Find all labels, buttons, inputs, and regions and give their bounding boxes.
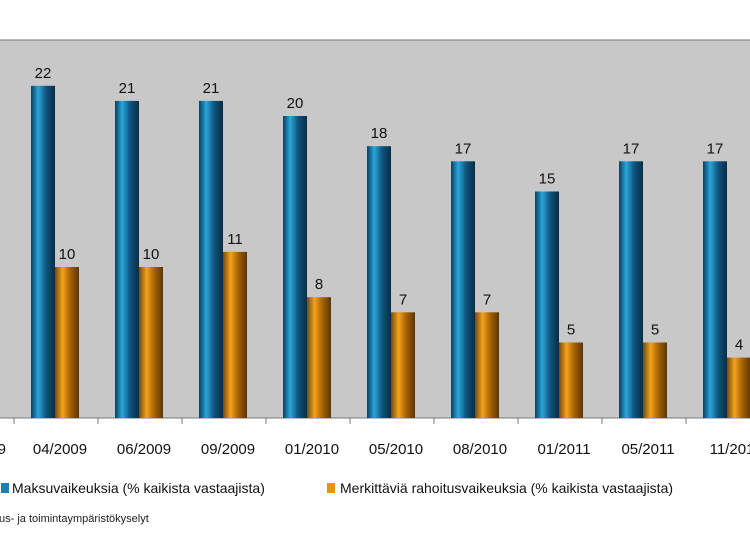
- legend-swatch: [1, 483, 9, 493]
- data-labels-group: 22 10 21 10 21 11 20 8 18 7 17 7 15 5 17 5 17 4: [35, 65, 744, 354]
- x-tick-label-clipped: 9: [0, 441, 6, 458]
- bar-maksuvaikeuksia-8: [703, 161, 727, 419]
- bar-rahoitusvaikeuksia-3: [307, 297, 331, 418]
- data-label: 7: [483, 291, 491, 308]
- data-label: 18: [371, 125, 388, 142]
- data-label: 17: [455, 140, 472, 157]
- data-label: 21: [203, 80, 220, 97]
- x-tick-label: 05/2011: [621, 441, 674, 458]
- bars-group: [31, 85, 750, 419]
- legend-label: Maksuvaikeuksia (% kaikista vastaajista): [12, 480, 265, 496]
- bar-rahoitusvaikeuksia-6: [559, 342, 583, 418]
- bar-rahoitusvaikeuksia-2: [223, 251, 247, 418]
- x-tick-label: 06/2009: [117, 441, 171, 458]
- bar-maksuvaikeuksia-3: [283, 116, 307, 418]
- bar-maksuvaikeuksia-1: [115, 100, 139, 419]
- data-label: 10: [143, 246, 160, 263]
- bar-rahoitusvaikeuksia-7: [643, 342, 667, 418]
- bar-maksuvaikeuksia-4: [367, 146, 391, 418]
- bar-maksuvaikeuksia-7: [619, 161, 643, 419]
- data-label: 22: [35, 65, 52, 82]
- data-label: 20: [287, 95, 304, 112]
- x-tick-label: 09/2009: [201, 441, 255, 458]
- data-label: 11: [227, 231, 243, 248]
- legend: Maksuvaikeuksia (% kaikista vastaajista)…: [1, 480, 673, 496]
- x-tick-label: 01/2011: [537, 441, 590, 458]
- bar-maksuvaikeuksia-0: [31, 85, 55, 419]
- data-label: 17: [707, 140, 724, 157]
- x-tick-label: 05/2010: [369, 441, 423, 458]
- data-label: 10: [59, 246, 76, 263]
- bar-maksuvaikeuksia-6: [535, 191, 559, 418]
- data-label: 17: [623, 140, 640, 157]
- x-tick-label: 04/2009: [33, 441, 87, 458]
- source-note: us- ja toimintaympäristökyselyt: [0, 513, 149, 525]
- data-label: 7: [399, 291, 407, 308]
- data-label: 15: [539, 171, 556, 188]
- x-tick-label: 08/2010: [453, 441, 507, 458]
- data-label: 5: [651, 322, 659, 339]
- x-tick-label: 01/2010: [285, 441, 339, 458]
- data-label: 4: [735, 337, 743, 354]
- legend-label: Merkittäviä rahoitusvaikeuksia (% kaikis…: [340, 480, 673, 496]
- bar-rahoitusvaikeuksia-0: [55, 267, 79, 418]
- x-tick-label: 11/201: [710, 441, 750, 458]
- legend-swatch: [327, 483, 335, 493]
- data-label: 21: [119, 80, 136, 97]
- bar-rahoitusvaikeuksia-5: [475, 312, 499, 418]
- x-tick-labels-group: 9 04/2009 06/2009 09/2009 01/2010 05/2010 08/2…: [0, 441, 750, 458]
- bar-rahoitusvaikeuksia-4: [391, 312, 415, 418]
- x-axis-ticks: [13, 418, 687, 424]
- bar-maksuvaikeuksia-5: [451, 161, 475, 419]
- bar-rahoitusvaikeuksia-8: [727, 357, 750, 418]
- bar-maksuvaikeuksia-2: [199, 100, 223, 419]
- data-label: 8: [315, 276, 323, 293]
- bar-rahoitusvaikeuksia-1: [139, 267, 163, 418]
- data-label: 5: [567, 322, 575, 339]
